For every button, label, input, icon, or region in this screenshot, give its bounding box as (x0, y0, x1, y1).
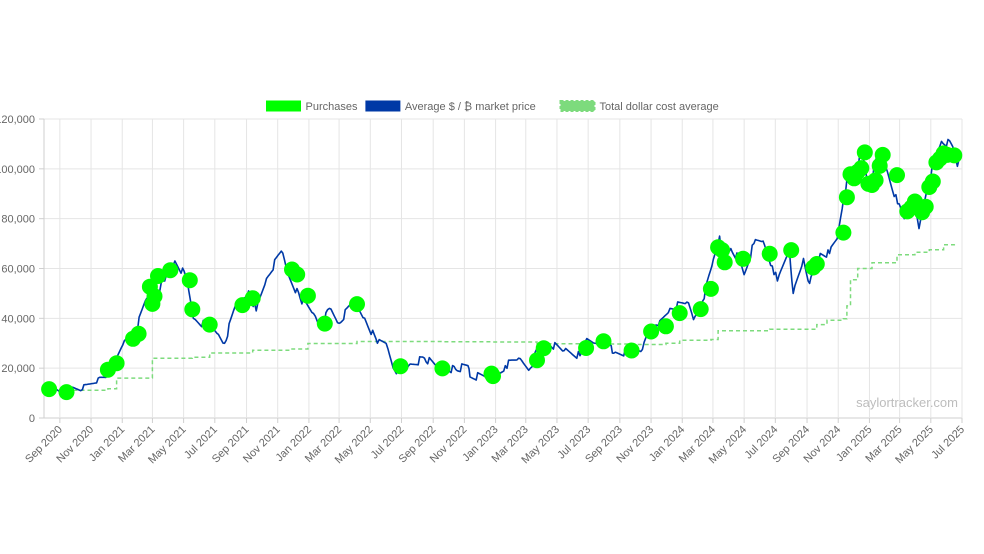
x-tick-label: Jul 2025 (929, 424, 967, 462)
y-tick-label: 60,000 (1, 264, 35, 276)
legend-swatch (365, 100, 401, 112)
purchase-point (529, 352, 545, 369)
purchase-point (181, 272, 198, 289)
y-tick-label: 100,000 (0, 164, 35, 176)
purchase-point (657, 318, 674, 335)
legend-swatch (559, 100, 596, 112)
y-axis: 0 20,000 40,000 60,000 80,000 100,000 120,000 (0, 114, 44, 425)
purchase-point (535, 340, 552, 357)
dca-layer (66, 242, 956, 392)
purchase-point (761, 245, 778, 262)
purchase-point (578, 340, 595, 356)
purchase-point (808, 256, 825, 272)
legend-label: Total dollar cost average (600, 101, 719, 113)
purchase-point (835, 224, 852, 241)
purchase-point (946, 147, 963, 164)
purchase-point (874, 146, 891, 163)
legend-label: Average $ / ₿ market price (405, 101, 536, 113)
y-tick-label: 80,000 (1, 214, 35, 226)
legend-label: Purchases (306, 101, 358, 113)
purchase-point (623, 342, 640, 359)
purchase-point (434, 360, 451, 377)
purchase-point (299, 287, 316, 304)
legend-item: Average $ / ₿ market price (365, 100, 536, 113)
purchase-point (485, 368, 501, 385)
y-tick-label: 20,000 (1, 363, 35, 375)
purchase-point (917, 198, 934, 215)
purchase-point (702, 280, 719, 297)
purchase-point (349, 296, 365, 313)
purchase-point (392, 358, 409, 375)
purchase-point (716, 254, 733, 271)
purchase-point (924, 173, 941, 190)
y-tick-label: 0 (29, 413, 35, 425)
purchase-point (783, 242, 800, 259)
purchase-point (201, 316, 218, 333)
legend-item: Purchases (266, 100, 358, 113)
legend: Purchases Average $ / ₿ market price Total… (266, 100, 719, 113)
purchase-point (714, 242, 731, 259)
purchase-point (41, 381, 58, 398)
purchase-point (146, 288, 163, 305)
purchase-point (853, 160, 870, 177)
purchase-point (838, 189, 855, 206)
purchase-point (867, 172, 884, 189)
purchase-point (130, 325, 147, 342)
purchase-point (735, 250, 752, 267)
purchase-point (108, 355, 125, 372)
purchase-point (889, 167, 905, 184)
purchase-point (162, 262, 179, 279)
purchase-point (856, 144, 873, 161)
purchase-point (671, 305, 688, 322)
dca-line (66, 242, 956, 392)
purchase-point (244, 290, 261, 307)
purchase-point (316, 315, 333, 332)
legend-item: Total dollar cost average (559, 100, 719, 113)
purchase-point (289, 266, 306, 283)
purchase-point (184, 301, 201, 318)
purchase-point (58, 384, 75, 401)
watermark: saylortracker.com (856, 395, 958, 410)
y-tick-label: 40,000 (1, 313, 35, 325)
y-tick-label: 120,000 (0, 114, 35, 126)
purchase-layer (41, 144, 963, 401)
purchase-point (643, 323, 660, 340)
purchase-point (595, 333, 612, 350)
purchase-point (150, 268, 166, 284)
purchase-point (692, 301, 709, 318)
legend-swatch (266, 100, 301, 112)
